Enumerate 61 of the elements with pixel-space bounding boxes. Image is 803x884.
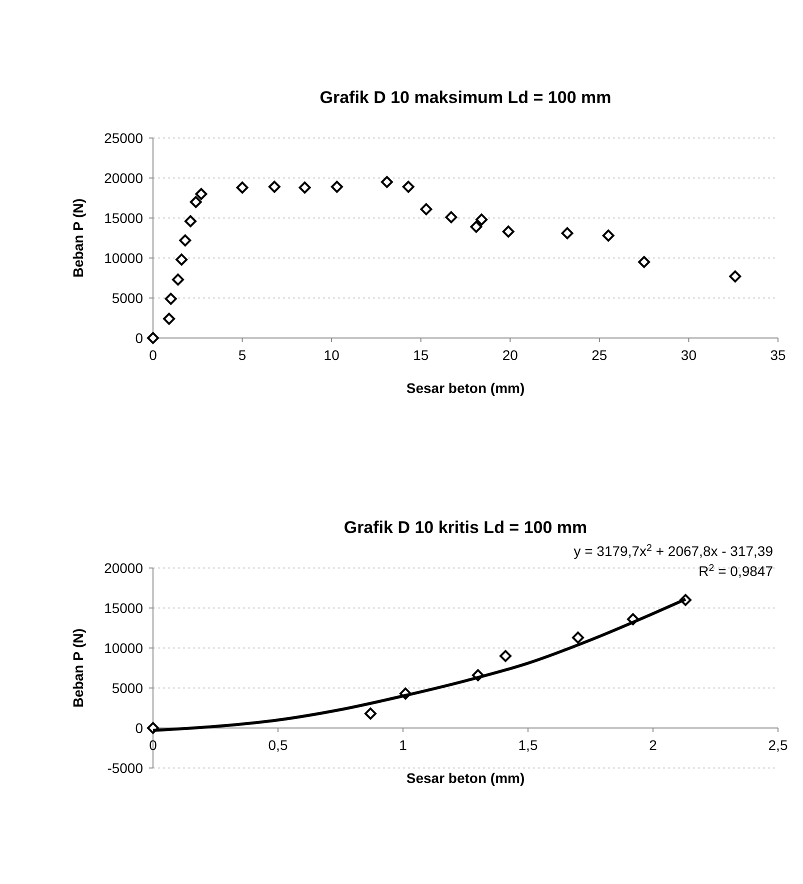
x-tick-label: 10	[324, 347, 340, 363]
point	[176, 254, 188, 266]
x-tick-label: 5	[238, 347, 246, 363]
x-tick-label: 2	[649, 737, 658, 753]
y-tick-label: 15000	[104, 210, 144, 226]
x-tick-label: 1	[399, 737, 408, 753]
annotation: R$^{2}$ = 0,9847	[698, 562, 774, 579]
x-axis-title: Sesar beton (mm)	[406, 380, 525, 396]
point	[380, 176, 393, 188]
x-tick-label: 35	[770, 347, 786, 363]
point	[729, 270, 742, 282]
point	[195, 188, 208, 200]
point	[402, 180, 414, 193]
x-tick-label: 20	[502, 347, 518, 363]
y-tick-label: 10000	[104, 250, 144, 266]
point	[364, 708, 376, 720]
x-tick-label: 2,5	[768, 737, 788, 753]
x-tick-label: 25	[592, 347, 608, 363]
y-tick-label: 20000	[104, 170, 144, 186]
point	[190, 196, 202, 208]
point	[179, 234, 192, 246]
y-tick-label: -5000	[107, 760, 144, 776]
point	[298, 182, 311, 194]
point	[500, 650, 512, 662]
point	[420, 203, 432, 216]
y-axis-title: Beban P (N)	[70, 628, 86, 708]
point	[470, 220, 482, 233]
text: y = 3179,7x$^{2}$ + 2067,8x - 317,39	[574, 542, 774, 559]
y-tick-label: 20000	[104, 560, 144, 576]
x-tick-label: 15	[413, 347, 429, 363]
point	[602, 230, 614, 242]
chart-title: Grafik D 10 maksimum Ld = 100 mm	[320, 88, 612, 107]
point	[147, 332, 159, 344]
y-tick-label: 10000	[104, 640, 144, 656]
x-tick-label: 0,5	[268, 737, 288, 753]
point	[502, 226, 514, 238]
y-tick-label: 0	[135, 720, 144, 736]
point	[268, 180, 280, 193]
point	[164, 292, 177, 305]
chart-title: Grafik D 10 kritis Ld = 100 mm	[344, 518, 588, 537]
point	[572, 632, 584, 644]
x-tick-label: 30	[680, 347, 697, 363]
point	[184, 215, 196, 228]
point	[172, 274, 184, 286]
x-tick-label: 1,5	[518, 737, 538, 753]
point	[236, 182, 248, 194]
point	[330, 180, 343, 193]
y-axis-title: Beban P (N)	[70, 198, 86, 278]
point	[638, 256, 650, 268]
x-axis-title: Sesar beton (mm)	[406, 770, 525, 786]
y-tick-label: 0	[135, 330, 144, 346]
x-tick-label: 0	[149, 737, 158, 753]
point	[561, 227, 574, 240]
x-tick-label: 0	[149, 347, 158, 363]
y-tick-label: 5000	[112, 290, 144, 306]
y-tick-label: 15000	[104, 600, 144, 616]
point	[445, 211, 458, 224]
point	[163, 312, 176, 325]
y-tick-label: 25000	[104, 130, 144, 146]
y-tick-label: 5000	[112, 680, 144, 696]
point	[476, 214, 488, 226]
